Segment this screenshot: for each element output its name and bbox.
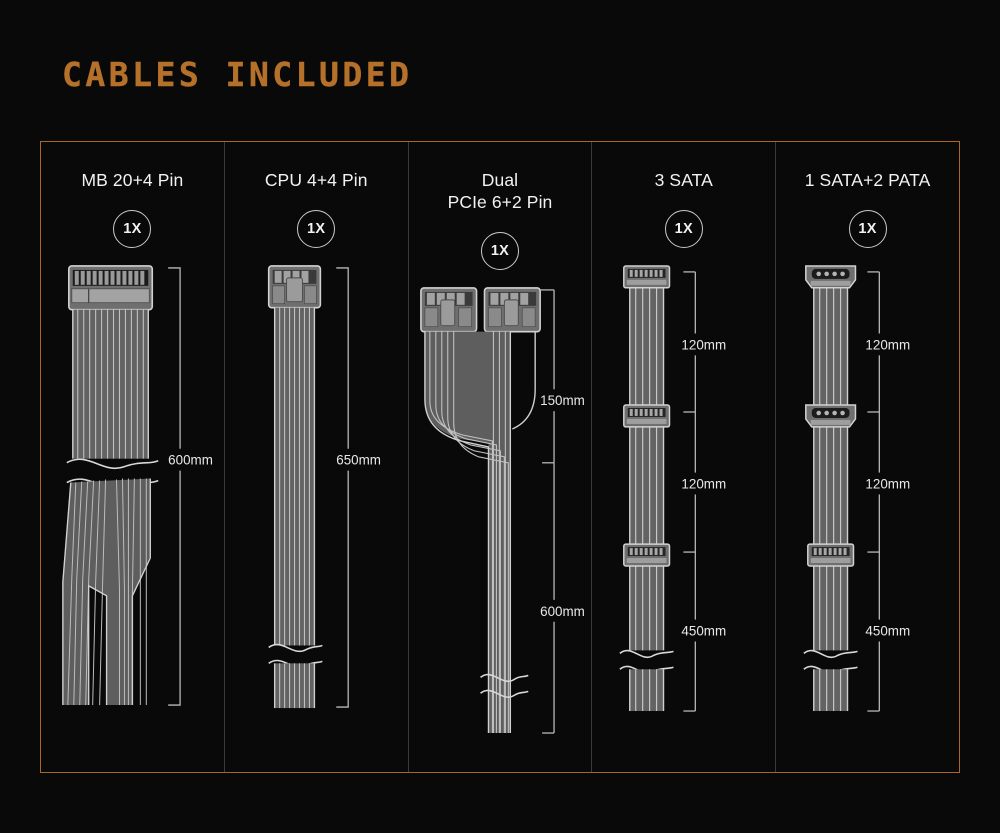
cable-panel-sata: 3 SATA 1X xyxy=(592,142,777,772)
dim-label-bg xyxy=(166,448,224,471)
dim-label-bg xyxy=(863,472,924,495)
quantity-label: 1X xyxy=(123,220,142,237)
panel-title-pcie: Dual PCIe 6+2 Pin xyxy=(447,170,553,212)
cables-frame: MB 20+4 Pin 1X xyxy=(40,141,960,773)
dimension-bracket-600mm xyxy=(541,462,555,734)
quantity-label: 1X xyxy=(307,220,326,237)
dimension-label-segment-1: 120mm xyxy=(866,337,911,352)
connector-pcie-6plus2-b xyxy=(483,286,541,333)
quantity-label: 1X xyxy=(490,242,510,259)
dim-label-bg xyxy=(863,619,924,642)
quantity-label: 1X xyxy=(674,220,693,237)
page-title: CABLES INCLUDED xyxy=(62,55,413,94)
dimension-label-600mm: 600mm xyxy=(540,604,585,619)
cable-panel-sata-pata: 1 SATA+2 PATA 1X xyxy=(776,142,959,772)
wire-bundle-upper xyxy=(72,309,149,459)
panel-title-sata: 3 SATA xyxy=(654,170,713,190)
cable-panel-cpu: CPU 4+4 Pin 1X xyxy=(225,142,409,772)
wire-bundle-tail xyxy=(273,663,315,708)
connector-eps-8pin xyxy=(267,265,321,309)
connector-atx-24pin xyxy=(68,265,154,311)
cable-illustration-sata-pata: 120mm 120mm 450mm xyxy=(776,258,959,772)
dim-label-bg xyxy=(334,448,392,471)
wire-bundle xyxy=(813,277,849,651)
cable-panel-mb: MB 20+4 Pin 1X xyxy=(41,142,225,772)
quantity-badge-sata-pata: 1X xyxy=(848,209,887,248)
cable-panel-pcie: Dual PCIe 6+2 Pin 1X xyxy=(409,142,593,772)
panel-title-mb: MB 20+4 Pin xyxy=(81,170,184,190)
wire-bundle xyxy=(273,307,315,646)
dim-label-bg xyxy=(537,599,592,622)
dimension-label-segment-3: 450mm xyxy=(866,623,911,638)
panel-title-sata-pata: 1 SATA+2 PATA xyxy=(804,170,931,190)
connector-sata-2 xyxy=(623,404,671,428)
dim-label-bg xyxy=(863,333,924,356)
dimension-label-600mm: 600mm xyxy=(168,453,213,468)
dim-label-bg xyxy=(679,619,740,642)
dimension-label-150mm: 150mm xyxy=(540,393,585,408)
cable-illustration-sata: 120mm 120mm 450mm xyxy=(592,258,775,772)
dimension-label-segment-1: 120mm xyxy=(682,337,727,352)
dimension-bracket-650mm xyxy=(336,267,349,708)
connector-sata-3 xyxy=(807,543,855,567)
wire-bundle-tail xyxy=(629,669,665,711)
dim-label-bg xyxy=(679,333,740,356)
dim-label-bg xyxy=(537,389,592,411)
wire-bundle xyxy=(629,277,665,651)
quantity-badge-cpu: 1X xyxy=(297,209,336,248)
wire-bundle-tail xyxy=(813,669,849,711)
quantity-badge-mb: 1X xyxy=(113,209,152,248)
dimension-label-650mm: 650mm xyxy=(336,453,381,468)
connector-pata-1 xyxy=(805,265,857,289)
connector-sata-3 xyxy=(623,543,671,567)
dim-label-bg xyxy=(679,472,740,495)
quantity-badge-sata: 1X xyxy=(664,209,703,248)
dimension-label-segment-3: 450mm xyxy=(682,623,727,638)
panel-title-cpu: CPU 4+4 Pin xyxy=(264,170,368,190)
cable-illustration-cpu: 650mm xyxy=(225,258,408,772)
wire-bundle-lower-split xyxy=(62,478,151,705)
dimension-bracket-600mm xyxy=(168,267,181,706)
cable-break-marker xyxy=(479,673,529,698)
dimension-label-segment-2: 120mm xyxy=(682,476,727,491)
dimension-bracket-150mm xyxy=(539,289,555,464)
cable-illustration-mb: 600mm xyxy=(41,258,224,772)
cable-illustration-pcie: 150mm 600mm xyxy=(409,280,592,772)
wire-bundle-merge xyxy=(423,331,536,733)
connector-pata-2 xyxy=(805,404,857,428)
dimension-label-segment-2: 120mm xyxy=(866,476,911,491)
quantity-label: 1X xyxy=(858,220,877,237)
quantity-badge-pcie: 1X xyxy=(480,231,519,270)
connector-pcie-6plus2-a xyxy=(419,286,477,333)
connector-sata-1 xyxy=(623,265,671,289)
